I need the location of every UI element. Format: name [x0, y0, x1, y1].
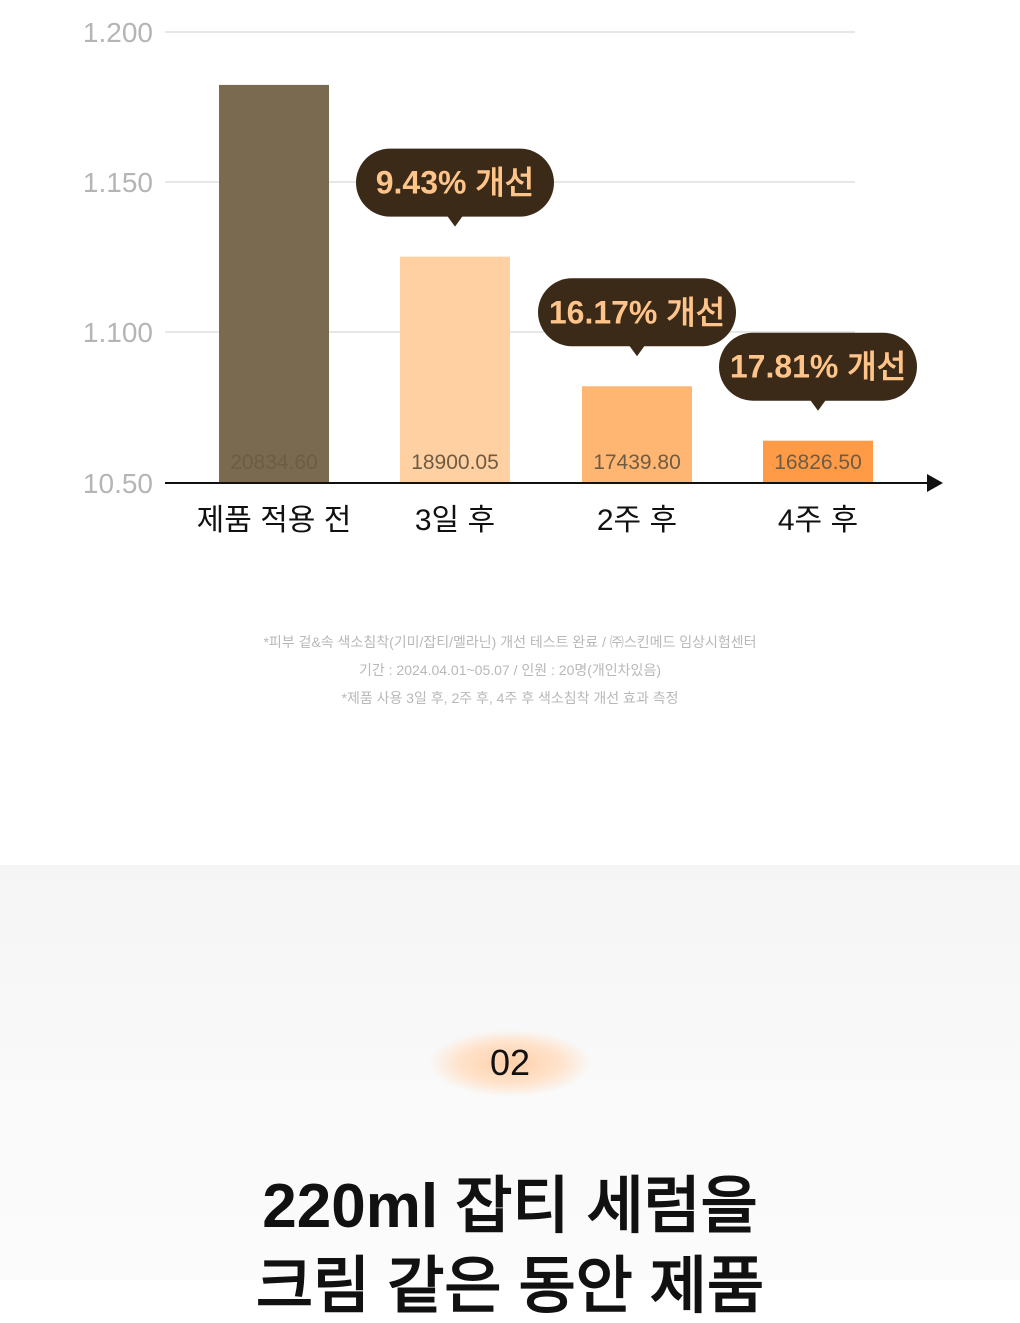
callout-label: 17.81% 개선 — [730, 349, 906, 385]
y-tick-label: 10.50 — [83, 468, 153, 499]
bar-chart: 1.200 1.150 1.100 10.50 20834.60 18900.05 1743… — [83, 17, 943, 537]
bar-value-label: 20834.60 — [230, 451, 318, 474]
callout-bubble — [538, 278, 736, 347]
highlight-mark: 220ml 잡티 세럼을 — [250, 1171, 771, 1243]
bar — [400, 256, 510, 483]
callout-pointer — [810, 399, 826, 411]
section-number-glow — [430, 1030, 590, 1096]
footnote-line: 기간 : 2024.04.01~05.07 / 인원 : 20명(개인차있음) — [359, 662, 661, 678]
x-tick-label: 제품 적용 전 — [197, 504, 352, 537]
bar-value-label: 17439.80 — [593, 451, 681, 474]
section-number: 02 — [489, 1042, 531, 1083]
section-headline-line2: 크림 같은 동안 제품 — [256, 1252, 764, 1321]
y-tick-label: 1.150 — [83, 167, 153, 198]
axis-arrow-icon — [927, 474, 943, 492]
chart-section: 1.200 1.150 1.100 10.50 20834.60 18900.05 1743… — [0, 17, 1020, 712]
callout-bubble — [356, 148, 554, 217]
section-headline-line1: 220ml 잡티 세럼을 — [0, 1171, 1020, 1243]
x-tick-label: 2주 후 — [597, 504, 677, 537]
section-two: 02 220ml 잡티 세럼을 크림 같은 동안 제품 — [0, 865, 1020, 1321]
bar — [582, 386, 692, 483]
x-tick-label: 4주 후 — [778, 504, 858, 537]
y-tick-label: 1.100 — [83, 317, 153, 348]
callout-bubble — [719, 332, 917, 401]
callout-label: 9.43% 개선 — [376, 165, 535, 201]
callout-pointer — [447, 215, 463, 227]
y-tick-label: 1.200 — [83, 17, 153, 48]
bar-value-label: 16826.50 — [774, 451, 862, 474]
footnotes: *피부 겉&속 색소침착(기미/잡티/멜라닌) 개선 테스트 완료 / ㈜스킨메… — [0, 628, 1020, 712]
footnote-line: *피부 겉&속 색소침착(기미/잡티/멜라닌) 개선 테스트 완료 / ㈜스킨메… — [263, 634, 757, 650]
footnote-line: *제품 사용 3일 후, 2주 후, 4주 후 색소침착 개선 효과 측정 — [341, 690, 679, 706]
headline-text: 220ml 잡티 세럼을 — [262, 1172, 758, 1241]
x-tick-label: 3일 후 — [415, 504, 495, 537]
bar — [763, 440, 873, 483]
bar — [219, 84, 329, 484]
bar-value-label: 18900.05 — [411, 451, 499, 474]
callout-label: 16.17% 개선 — [549, 294, 725, 330]
callout-pointer — [629, 345, 645, 357]
